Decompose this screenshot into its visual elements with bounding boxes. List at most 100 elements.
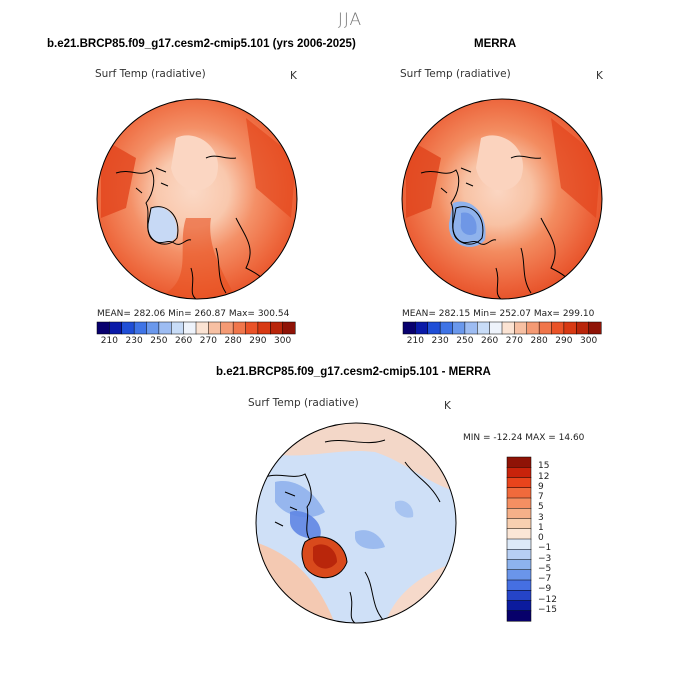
model-colorbar-swatch: [96, 321, 110, 335]
obs-colorbar-label: 280: [530, 336, 548, 346]
diff-colorbar-swatch: [506, 528, 532, 540]
obs-colorbar-swatch: [402, 321, 416, 335]
diff-colorbar-swatch: [506, 590, 532, 602]
model-stats: MEAN= 282.06 Min= 260.87 Max= 300.54: [97, 309, 290, 319]
diff-colorbar-swatch: [506, 579, 532, 591]
obs-colorbar-swatch: [526, 321, 540, 335]
obs-colorbar: [402, 321, 602, 335]
model-colorbar-swatch: [220, 321, 234, 335]
obs-colorbar-labels: 210 230 250 260 270 280 290 300: [403, 336, 601, 348]
obs-map-border: [401, 98, 603, 300]
obs-colorbar-label: 270: [505, 336, 523, 346]
obs-arctic-ocean-region: [476, 135, 523, 191]
model-greenland-region: [147, 207, 177, 243]
obs-colorbar-label: 260: [481, 336, 499, 346]
model-colorbar-swatch: [109, 321, 123, 335]
model-colorbar-swatch: [257, 321, 271, 335]
obs-colorbar-swatch: [538, 321, 553, 335]
diff-colorbar-labels: 15 12 9 7 5 3 1 0 −1 −3 −5 −7 −9 −12 −15: [536, 457, 576, 621]
diff-colorbar-swatch: [506, 487, 532, 499]
diff-colorbar-swatch: [506, 518, 532, 530]
model-colorbar-swatch: [232, 321, 247, 335]
model-colorbar-swatch: [146, 321, 160, 335]
model-colorbar-label: 230: [125, 336, 143, 346]
obs-colorbar-label: 290: [555, 336, 573, 346]
model-colorbar-labels: 210 230 250 260 270 280 290 300: [97, 336, 295, 348]
model-colorbar-label: 260: [175, 336, 193, 346]
obs-colorbar-label: 230: [431, 336, 449, 346]
diff-colorbar-swatch: [506, 610, 532, 622]
diff-colorbar-label: −1: [538, 543, 552, 554]
diff-map-border: [255, 422, 457, 624]
diff-colorbar-label: −5: [538, 563, 552, 574]
model-colorbar-swatch: [282, 321, 296, 335]
diff-colorbar-swatch: [506, 456, 532, 468]
model-colorbar-label: 280: [224, 336, 242, 346]
diff-colorbar-swatch: [506, 549, 532, 561]
diff-colorbar-swatch: [506, 508, 532, 520]
diff-minmax: MIN = -12.24 MAX = 14.60: [463, 433, 585, 443]
diff-colorbar-swatch: [506, 600, 532, 612]
model-colorbar-swatch: [158, 321, 172, 335]
diff-colorbar-label: 1: [538, 522, 544, 533]
diff-colorbar-label: −3: [538, 553, 552, 564]
season-title: JJA: [337, 10, 363, 30]
model-colorbar-label: 300: [274, 336, 292, 346]
obs-colorbar-swatch: [452, 321, 466, 335]
diff-colorbar-label: 0: [538, 533, 544, 543]
obs-variable-label: Surf Temp (radiative): [400, 68, 511, 80]
obs-colorbar-swatch: [464, 321, 478, 335]
model-colorbar-swatch: [171, 321, 185, 335]
model-map-border: [96, 98, 298, 300]
obs-panel-title: MERRA: [474, 38, 517, 50]
obs-polar-map: [401, 98, 603, 300]
model-panel-title: b.e21.BRCP85.f09_g17.cesm2-cmip5.101 (yr…: [47, 38, 356, 50]
diff-colorbar-label: −9: [538, 584, 552, 595]
obs-colorbar-swatch: [588, 321, 602, 335]
diff-colorbar-label: 7: [538, 492, 544, 502]
diff-polar-map: [255, 422, 457, 624]
obs-colorbar-swatch: [514, 321, 528, 335]
obs-colorbar-label: 210: [406, 336, 424, 346]
model-colorbar-swatch: [133, 321, 148, 335]
model-variable-label: Surf Temp (radiative): [95, 68, 206, 80]
diff-colorbar-swatch: [506, 467, 532, 479]
model-polar-map: [96, 98, 298, 300]
model-colorbar-label: 290: [249, 336, 267, 346]
obs-colorbar-label: 300: [580, 336, 598, 346]
diff-colorbar-swatch: [506, 538, 532, 550]
obs-colorbar-swatch: [415, 321, 429, 335]
obs-colorbar-swatch: [563, 321, 577, 335]
diff-colorbar-label: −15: [538, 604, 557, 615]
model-colorbar: [96, 321, 296, 335]
diff-colorbar: [506, 456, 532, 622]
diff-variable-label: Surf Temp (radiative): [248, 397, 359, 409]
model-colorbar-swatch: [208, 321, 222, 335]
obs-colorbar-swatch: [551, 321, 565, 335]
model-colorbar-label: 250: [150, 336, 168, 346]
obs-colorbar-swatch: [501, 321, 515, 335]
diff-colorbar-swatch: [506, 477, 532, 489]
diff-colorbar-swatch: [506, 497, 532, 509]
model-colorbar-label: 210: [100, 336, 118, 346]
obs-colorbar-label: 250: [456, 336, 474, 346]
diff-colorbar-label: −12: [538, 594, 557, 605]
obs-colorbar-swatch: [477, 321, 491, 335]
diff-colorbar-label: 12: [538, 471, 550, 482]
diff-units-label: K: [444, 400, 451, 412]
obs-stats: MEAN= 282.15 Min= 252.07 Max= 299.10: [402, 309, 595, 319]
model-arctic-ocean-region: [171, 135, 218, 191]
obs-colorbar-swatch: [489, 321, 503, 335]
obs-units-label: K: [596, 70, 603, 82]
diff-colorbar-label: −7: [538, 574, 552, 584]
diff-colorbar-label: 15: [538, 461, 550, 472]
diff-colorbar-label: 5: [538, 502, 544, 513]
obs-colorbar-swatch: [439, 321, 454, 335]
model-colorbar-swatch: [270, 321, 284, 335]
model-colorbar-label: 270: [199, 336, 217, 346]
diff-colorbar-label: 9: [538, 481, 544, 492]
obs-colorbar-swatch: [576, 321, 590, 335]
model-colorbar-swatch: [195, 321, 209, 335]
model-units-label: K: [290, 70, 297, 82]
diff-coastlines: [264, 439, 441, 623]
